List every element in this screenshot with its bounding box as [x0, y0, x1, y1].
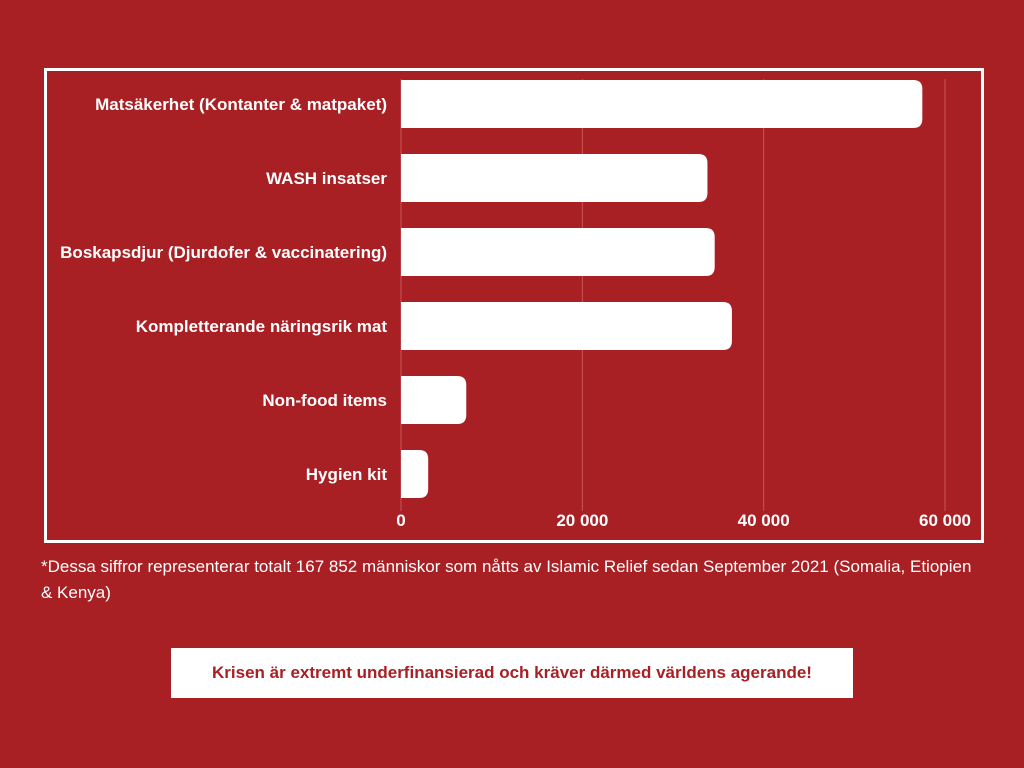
category-label: WASH insatser	[266, 169, 387, 188]
tick-label: 40 000	[738, 511, 790, 530]
category-label: Hygien kit	[306, 465, 388, 484]
tick-label: 20 000	[556, 511, 608, 530]
bar	[401, 302, 732, 350]
bar	[401, 154, 708, 202]
category-label: Matsäkerhet (Kontanter & matpaket)	[95, 95, 387, 114]
bar	[401, 450, 429, 498]
category-label: Boskapsdjur (Djurdofer & vaccinatering)	[60, 243, 387, 262]
bar	[401, 80, 923, 128]
tick-label: 0	[396, 511, 405, 530]
tick-label: 60 000	[919, 511, 971, 530]
category-label: Kompletterande näringsrik mat	[136, 317, 388, 336]
category-label: Non-food items	[262, 391, 387, 410]
footnote: *Dessa siffror representerar totalt 167 …	[41, 557, 972, 602]
bar	[401, 376, 467, 424]
call-to-action-text: Krisen är extremt underfinansierad och k…	[212, 663, 812, 682]
bar	[401, 228, 715, 276]
chart-frame: Matsäkerhet (Kontanter & matpaket) WASH i…	[44, 68, 984, 543]
call-to-action-box: Krisen är extremt underfinansierad och k…	[171, 648, 853, 698]
bar-chart: Matsäkerhet (Kontanter & matpaket) WASH i…	[60, 79, 971, 530]
